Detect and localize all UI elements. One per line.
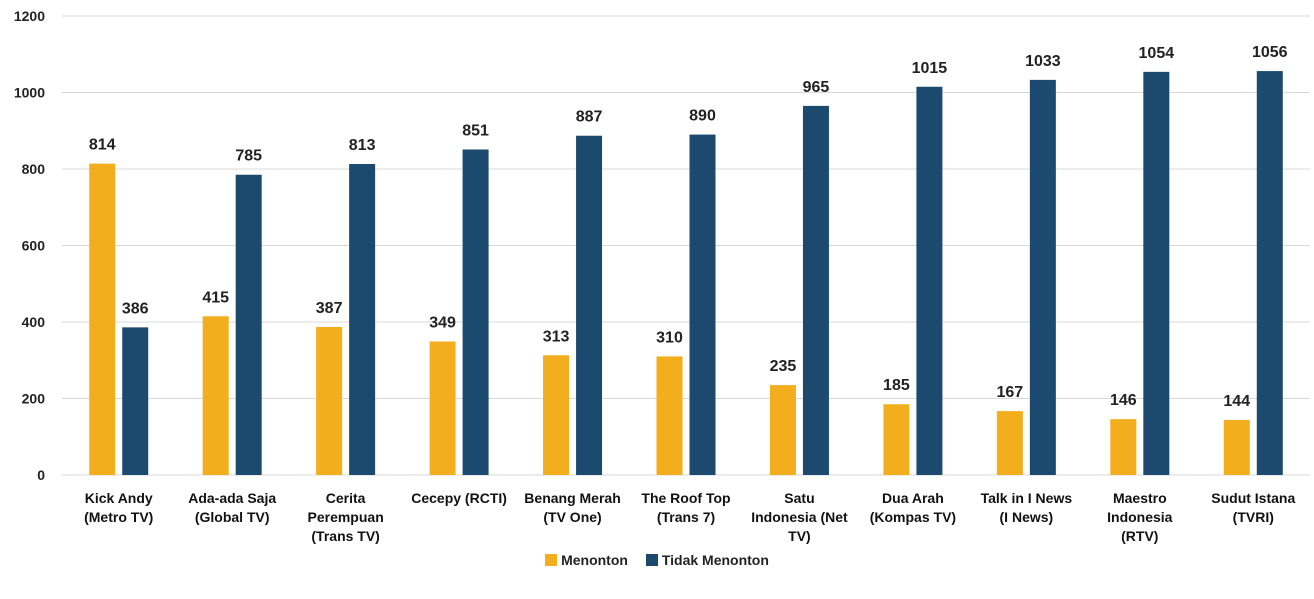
legend-swatch-tidak-menonton xyxy=(645,554,658,566)
data-label-menonton: 144 xyxy=(1223,393,1250,410)
data-label-tidak-menonton: 887 xyxy=(576,109,603,126)
data-label-tidak-menonton: 1054 xyxy=(1139,45,1175,62)
data-label-tidak-menonton: 1056 xyxy=(1252,44,1288,61)
bar-menonton xyxy=(429,341,456,475)
x-category-label: Cecepy (RCTI) xyxy=(411,490,507,506)
data-label-menonton: 415 xyxy=(202,289,229,306)
bars xyxy=(89,71,1283,476)
bar-menonton xyxy=(1110,419,1137,475)
y-tick-label: 0 xyxy=(37,467,45,483)
bar-menonton xyxy=(1223,419,1250,475)
bar-menonton xyxy=(769,385,796,475)
gridlines xyxy=(62,15,1310,476)
data-label-tidak-menonton: 785 xyxy=(235,148,262,165)
data-label-tidak-menonton: 1015 xyxy=(912,60,948,77)
x-category-label: Dua Arah (Kompas TV) xyxy=(870,490,956,525)
x-category-label: Benang Merah (TV One) xyxy=(524,490,620,525)
bar-menonton xyxy=(202,316,229,475)
data-label-menonton: 235 xyxy=(770,358,797,375)
x-category-label: Satu Indonesia (Net TV) xyxy=(751,490,848,544)
data-label-menonton: 349 xyxy=(429,315,456,332)
y-tick-label: 800 xyxy=(22,161,46,177)
x-category-label: Cerita Perempuan (Trans TV) xyxy=(308,490,384,544)
data-label-tidak-menonton: 386 xyxy=(122,300,149,317)
y-tick-label: 1200 xyxy=(14,8,45,24)
data-label-tidak-menonton: 890 xyxy=(689,108,716,125)
bar-tidak-menonton xyxy=(802,105,829,475)
bar-tidak-menonton xyxy=(235,174,262,476)
bar-menonton xyxy=(543,355,570,475)
bar-tidak-menonton xyxy=(916,86,943,475)
x-category-label: The Roof Top (Trans 7) xyxy=(641,490,730,525)
x-category-label: Talk in I News (I News) xyxy=(981,490,1073,525)
bar-tidak-menonton xyxy=(1143,71,1170,475)
legend-label-tidak-menonton: Tidak Menonton xyxy=(661,552,769,568)
data-label-menonton: 814 xyxy=(89,137,116,154)
data-label-menonton: 185 xyxy=(883,377,910,394)
bar-menonton xyxy=(89,163,116,475)
x-category-label: Sudut Istana (TVRI) xyxy=(1211,490,1295,525)
bar-tidak-menonton xyxy=(349,164,376,475)
bar-menonton xyxy=(316,326,343,475)
bar-menonton xyxy=(656,356,683,475)
x-category-label: Ada-ada Saja (Global TV) xyxy=(188,490,276,525)
y-tick-label: 1000 xyxy=(14,85,45,101)
y-tick-label: 200 xyxy=(22,391,46,407)
bar-menonton xyxy=(996,411,1023,475)
data-label-tidak-menonton: 1033 xyxy=(1025,53,1061,70)
bar-tidak-menonton xyxy=(1029,79,1056,475)
bar-tidak-menonton xyxy=(462,149,489,475)
data-label-menonton: 146 xyxy=(1110,392,1137,409)
legend-swatch-menonton xyxy=(545,554,558,566)
y-tick-label: 600 xyxy=(22,238,46,254)
legend-item-menonton: Menonton xyxy=(545,552,628,568)
bar-tidak-menonton xyxy=(576,135,603,475)
x-axis-categories: Kick Andy (Metro TV) Ada-ada Saja (Global T… xyxy=(84,490,1295,544)
bar-tidak-menonton xyxy=(122,327,149,475)
legend-label-menonton: Menonton xyxy=(561,552,628,568)
data-label-tidak-menonton: 965 xyxy=(803,79,830,96)
data-label-menonton: 167 xyxy=(997,384,1024,401)
data-label-menonton: 387 xyxy=(316,300,343,317)
bar-tidak-menonton xyxy=(689,134,716,475)
bar-tidak-menonton xyxy=(1256,71,1283,475)
x-category-label: Kick Andy (Metro TV) xyxy=(84,490,153,525)
data-label-tidak-menonton: 813 xyxy=(349,137,376,154)
legend-item-tidak-menonton: Tidak Menonton xyxy=(645,552,769,568)
data-label-tidak-menonton: 851 xyxy=(462,122,489,139)
x-category-label: Maestro Indonesia (RTV) xyxy=(1107,490,1173,544)
data-labels: 814 386 415 785 387 813 349 851 313 887 310 890 235 9… xyxy=(89,44,1288,410)
data-label-menonton: 310 xyxy=(656,329,683,346)
y-tick-label: 400 xyxy=(22,314,46,330)
y-axis-ticks: 0 200 400 600 800 1000 1200 xyxy=(14,8,45,483)
data-label-menonton: 313 xyxy=(543,328,570,345)
legend: Menonton Tidak Menonton xyxy=(0,552,1314,569)
bar-menonton xyxy=(883,404,910,475)
